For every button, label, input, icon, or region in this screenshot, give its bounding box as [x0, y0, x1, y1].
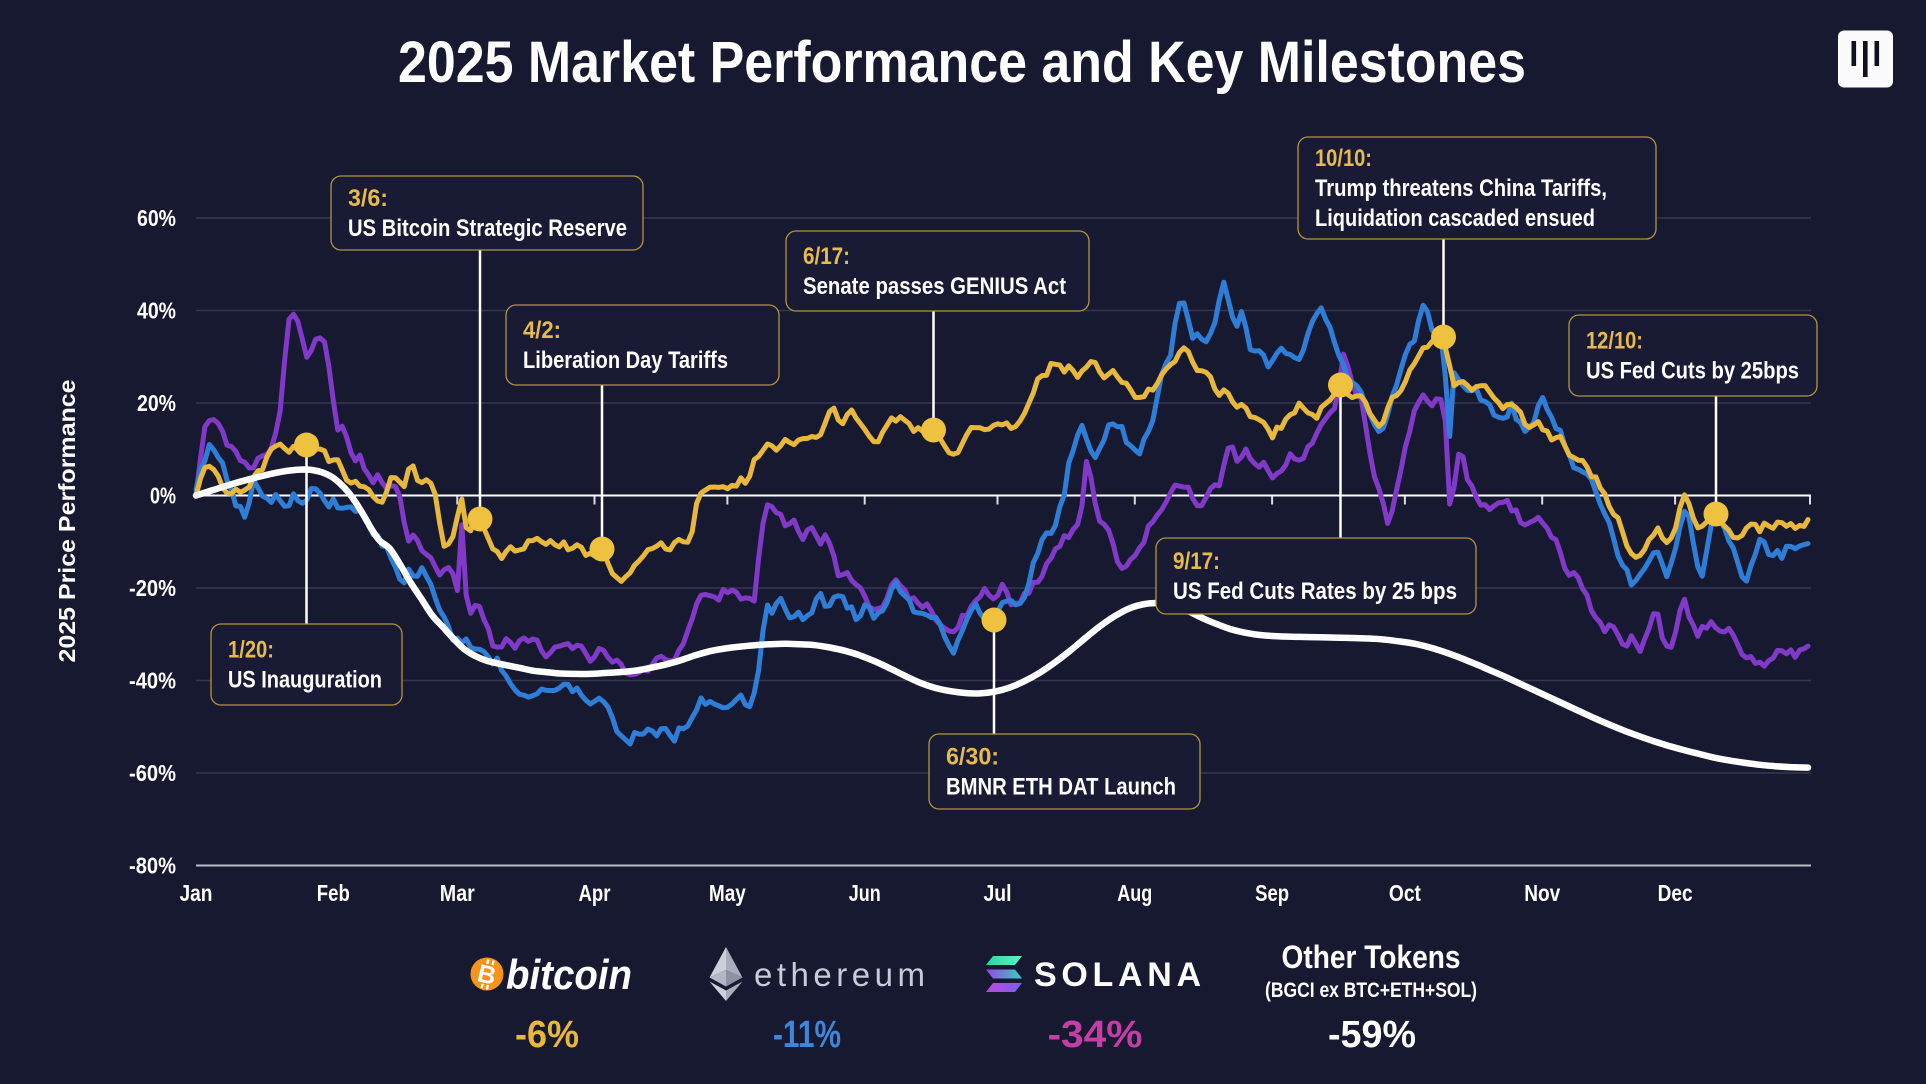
svg-text:10/10:: 10/10: [1315, 145, 1372, 172]
svg-text:Aug: Aug [1117, 880, 1152, 906]
svg-text:Senate passes GENIUS Act: Senate passes GENIUS Act [803, 273, 1066, 300]
svg-text:May: May [709, 880, 746, 906]
svg-text:(BGCI ex BTC+ETH+SOL): (BGCI ex BTC+ETH+SOL) [1265, 979, 1477, 1002]
svg-text:-11%: -11% [773, 1014, 841, 1056]
svg-text:Oct: Oct [1389, 880, 1421, 906]
svg-text:Nov: Nov [1524, 880, 1560, 906]
svg-text:-59%: -59% [1328, 1014, 1416, 1056]
svg-text:Liquidation cascaded ensued: Liquidation cascaded ensued [1315, 205, 1595, 232]
svg-text:BMNR ETH DAT Launch: BMNR ETH DAT Launch [946, 774, 1176, 801]
svg-text:Dec: Dec [1658, 880, 1693, 906]
svg-text:0%: 0% [150, 483, 176, 509]
svg-text:2025 Market Performance and Ke: 2025 Market Performance and Key Mileston… [398, 30, 1526, 95]
svg-text:B: B [475, 959, 499, 990]
svg-text:60%: 60% [137, 205, 176, 231]
svg-text:6/17:: 6/17: [803, 243, 850, 270]
svg-text:bitcoin: bitcoin [506, 951, 632, 998]
svg-text:Sep: Sep [1255, 880, 1289, 906]
svg-text:US Fed Cuts by 25bps: US Fed Cuts by 25bps [1586, 358, 1799, 385]
svg-text:Mar: Mar [440, 880, 475, 906]
svg-text:Jun: Jun [849, 880, 881, 906]
svg-text:-34%: -34% [1048, 1014, 1143, 1056]
svg-text:-60%: -60% [129, 760, 176, 786]
svg-text:20%: 20% [137, 390, 176, 416]
svg-text:6/30:: 6/30: [946, 744, 999, 771]
svg-text:40%: 40% [137, 298, 176, 324]
svg-text:Liberation Day Tariffs: Liberation Day Tariffs [523, 347, 728, 374]
svg-text:Other Tokens: Other Tokens [1282, 939, 1461, 975]
svg-text:Feb: Feb [317, 880, 350, 906]
svg-text:4/2:: 4/2: [523, 317, 561, 344]
svg-text:US Inauguration: US Inauguration [228, 667, 382, 694]
svg-text:12/10:: 12/10: [1586, 328, 1643, 355]
svg-text:-40%: -40% [129, 668, 176, 694]
svg-text:-6%: -6% [515, 1014, 579, 1056]
svg-text:-20%: -20% [129, 575, 176, 601]
svg-text:Jul: Jul [984, 880, 1012, 906]
svg-text:Jan: Jan [180, 880, 213, 906]
svg-text:Trump threatens China Tariffs,: Trump threatens China Tariffs, [1315, 175, 1607, 202]
svg-text:1/20:: 1/20: [228, 637, 274, 664]
svg-text:US Fed Cuts Rates by 25 bps: US Fed Cuts Rates by 25 bps [1173, 578, 1457, 605]
svg-text:3/6:: 3/6: [348, 185, 388, 212]
svg-text:Apr: Apr [579, 880, 611, 906]
svg-text:2025 Price Performance: 2025 Price Performance [54, 380, 80, 663]
svg-text:US Bitcoin Strategic Reserve: US Bitcoin Strategic Reserve [348, 215, 627, 242]
svg-text:-80%: -80% [129, 853, 176, 879]
svg-text:ethereum: ethereum [754, 956, 925, 993]
svg-text:9/17:: 9/17: [1173, 548, 1220, 575]
